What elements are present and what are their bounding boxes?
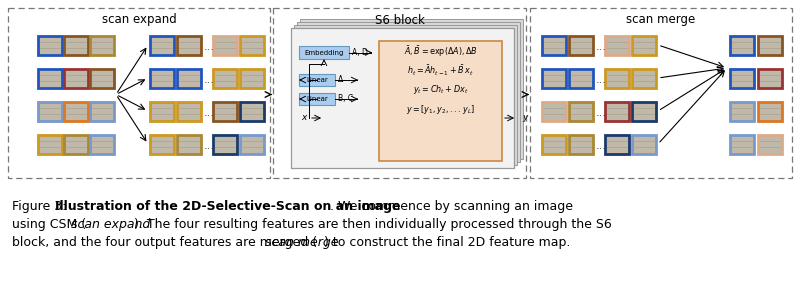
Text: $y_t = Ch_t + Dx_t$: $y_t = Ch_t + Dx_t$ bbox=[413, 84, 468, 97]
Text: Illustration of the 2D-Selective-Scan on an image: Illustration of the 2D-Selective-Scan on… bbox=[55, 200, 401, 213]
Text: Linear: Linear bbox=[306, 96, 328, 102]
Text: scan merge: scan merge bbox=[265, 236, 338, 249]
Bar bbox=[530, 8, 792, 178]
Bar bbox=[150, 36, 174, 54]
Bar bbox=[240, 68, 264, 88]
Bar bbox=[213, 36, 237, 54]
Bar bbox=[730, 68, 754, 88]
Bar bbox=[299, 46, 349, 59]
Text: . We commence by scanning an image: . We commence by scanning an image bbox=[330, 200, 573, 213]
Bar bbox=[605, 102, 629, 120]
Text: ...: ... bbox=[203, 108, 214, 118]
Bar bbox=[379, 41, 502, 161]
Bar bbox=[632, 68, 656, 88]
Bar bbox=[150, 102, 174, 120]
Text: ). The four resulting features are then individually processed through the S6: ). The four resulting features are then … bbox=[134, 218, 612, 231]
Text: ...: ... bbox=[203, 42, 214, 52]
Bar bbox=[38, 36, 62, 54]
Bar bbox=[297, 22, 520, 162]
Bar bbox=[291, 28, 514, 168]
Text: scan expand: scan expand bbox=[102, 13, 176, 26]
Bar bbox=[542, 68, 566, 88]
Bar bbox=[213, 102, 237, 120]
Text: $y=[y_1,y_2,...\,y_L]$: $y=[y_1,y_2,...\,y_L]$ bbox=[406, 102, 475, 116]
Text: Embedding: Embedding bbox=[304, 49, 344, 56]
Bar bbox=[632, 102, 656, 120]
Bar bbox=[542, 102, 566, 120]
Text: Linear: Linear bbox=[306, 77, 328, 83]
Bar bbox=[90, 68, 114, 88]
Bar bbox=[605, 68, 629, 88]
Bar bbox=[213, 68, 237, 88]
Bar bbox=[213, 134, 237, 153]
Bar bbox=[150, 68, 174, 88]
Bar bbox=[38, 68, 62, 88]
Bar bbox=[177, 36, 201, 54]
Bar bbox=[8, 8, 270, 178]
Text: ...: ... bbox=[203, 75, 214, 85]
Bar bbox=[90, 36, 114, 54]
Bar bbox=[758, 102, 782, 120]
Text: Figure 3:: Figure 3: bbox=[12, 200, 70, 213]
Bar bbox=[294, 25, 517, 165]
Bar bbox=[569, 134, 593, 153]
Bar bbox=[605, 36, 629, 54]
Bar bbox=[150, 134, 174, 153]
Text: y: y bbox=[522, 113, 527, 123]
Bar bbox=[38, 102, 62, 120]
Bar bbox=[730, 134, 754, 153]
Bar bbox=[177, 102, 201, 120]
Bar bbox=[291, 28, 514, 168]
Text: scan expand: scan expand bbox=[71, 218, 150, 231]
Bar bbox=[758, 68, 782, 88]
Text: block, and the four output features are merged (: block, and the four output features are … bbox=[12, 236, 317, 249]
Bar bbox=[569, 68, 593, 88]
Text: scan merge: scan merge bbox=[626, 13, 696, 26]
Bar bbox=[240, 134, 264, 153]
Text: ...: ... bbox=[595, 141, 606, 151]
Text: ) to construct the final 2D feature map.: ) to construct the final 2D feature map. bbox=[324, 236, 570, 249]
Bar bbox=[90, 102, 114, 120]
Bar bbox=[273, 8, 526, 178]
Bar bbox=[730, 36, 754, 54]
Text: x: x bbox=[302, 113, 306, 123]
Text: using CSM (: using CSM ( bbox=[12, 218, 86, 231]
Bar bbox=[240, 36, 264, 54]
Bar bbox=[299, 74, 335, 86]
Text: S6 block: S6 block bbox=[374, 13, 425, 26]
Text: Δ: Δ bbox=[338, 75, 343, 84]
Bar bbox=[300, 19, 523, 159]
Bar bbox=[240, 102, 264, 120]
Bar bbox=[632, 36, 656, 54]
Bar bbox=[64, 134, 88, 153]
Text: ...: ... bbox=[595, 75, 606, 85]
Bar bbox=[569, 102, 593, 120]
Bar bbox=[177, 68, 201, 88]
Text: ...: ... bbox=[595, 42, 606, 52]
Bar bbox=[299, 93, 335, 105]
Bar bbox=[632, 134, 656, 153]
Bar bbox=[177, 134, 201, 153]
Text: $h_t = \bar{A}h_{t-1}+\bar{B}\,x_t$: $h_t = \bar{A}h_{t-1}+\bar{B}\,x_t$ bbox=[407, 64, 474, 78]
Bar bbox=[758, 134, 782, 153]
Text: ...: ... bbox=[203, 141, 214, 151]
Bar bbox=[38, 134, 62, 153]
Bar bbox=[605, 134, 629, 153]
Text: A, D: A, D bbox=[352, 48, 368, 57]
Bar bbox=[64, 36, 88, 54]
Text: ...: ... bbox=[595, 108, 606, 118]
Bar bbox=[569, 36, 593, 54]
Bar bbox=[542, 36, 566, 54]
Bar bbox=[90, 134, 114, 153]
Bar bbox=[758, 36, 782, 54]
Bar bbox=[64, 102, 88, 120]
Bar bbox=[542, 134, 566, 153]
Bar bbox=[64, 68, 88, 88]
Text: $\bar{A},\bar{B}=\exp(\Delta A),\Delta B$: $\bar{A},\bar{B}=\exp(\Delta A),\Delta B… bbox=[403, 45, 478, 59]
Bar bbox=[730, 102, 754, 120]
Text: B, C: B, C bbox=[338, 95, 353, 104]
